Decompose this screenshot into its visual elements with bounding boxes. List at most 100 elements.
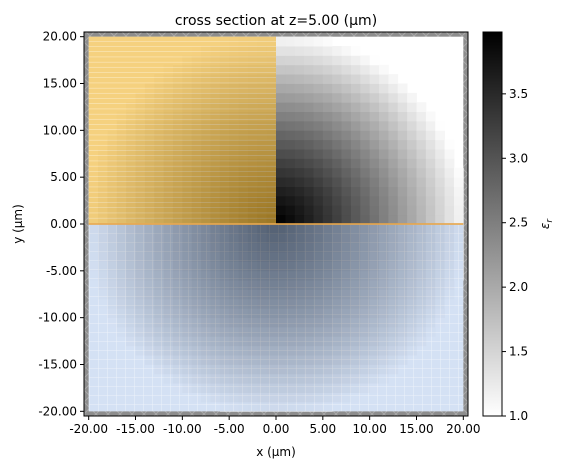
permittivity-cell <box>313 64 324 75</box>
x-tick-label: 10.00 <box>352 422 386 436</box>
permittivity-cell <box>332 177 342 187</box>
permittivity-cell <box>369 102 380 113</box>
permittivity-cell <box>332 102 342 113</box>
colorbar-label: εr <box>538 218 555 230</box>
permittivity-cell <box>332 149 342 159</box>
permittivity-cell <box>397 120 408 131</box>
permittivity-cell <box>444 149 455 159</box>
permittivity-cell <box>360 83 371 94</box>
permittivity-cell <box>350 46 361 56</box>
permittivity-cell <box>322 130 333 141</box>
permittivity-cell <box>304 74 314 84</box>
permittivity-cell <box>379 195 389 206</box>
permittivity-cell <box>322 55 333 66</box>
permittivity-cell <box>276 74 286 84</box>
permittivity-cell <box>313 83 324 94</box>
permittivity-cell <box>285 177 296 187</box>
permittivity-cell <box>285 195 296 206</box>
permittivity-cell <box>285 83 296 94</box>
permittivity-cell <box>285 214 296 225</box>
permittivity-cell <box>294 83 305 94</box>
permittivity-cell <box>379 74 389 84</box>
permittivity-cell <box>332 55 342 66</box>
permittivity-cell <box>416 167 427 178</box>
permittivity-cell <box>332 195 342 206</box>
permittivity-cell <box>341 205 352 216</box>
permittivity-cell <box>425 167 436 178</box>
permittivity-cell <box>360 74 371 84</box>
permittivity-cell <box>322 195 333 206</box>
permittivity-cell <box>379 102 389 113</box>
y-tick-label: 0.00 <box>50 217 77 231</box>
colorbar-tick-label: 3.5 <box>509 87 528 101</box>
permittivity-cell <box>444 167 455 178</box>
permittivity-cell <box>379 214 389 225</box>
permittivity-cell <box>360 64 371 75</box>
permittivity-cell <box>416 130 427 141</box>
permittivity-cell <box>276 120 286 131</box>
permittivity-cell <box>276 130 286 141</box>
y-tick-label: -5.00 <box>46 264 77 278</box>
colorbar-tick-label: 2.5 <box>509 216 528 230</box>
colorbar-tick-label: 1.5 <box>509 345 528 359</box>
permittivity-cell <box>397 139 408 150</box>
permittivity-cell <box>379 149 389 159</box>
permittivity-cell <box>407 158 417 169</box>
permittivity-cell <box>313 130 324 141</box>
permittivity-cell <box>313 120 324 131</box>
permittivity-cell <box>388 111 399 122</box>
x-tick-label: 0.00 <box>263 422 290 436</box>
permittivity-cell <box>407 92 417 103</box>
permittivity-cell <box>294 111 305 122</box>
permittivity-cell <box>304 195 314 206</box>
permittivity-cell <box>444 195 455 206</box>
permittivity-cell <box>397 186 408 197</box>
permittivity-cell <box>416 158 427 169</box>
permittivity-cell <box>322 158 333 169</box>
permittivity-cell <box>360 92 371 103</box>
colorbar-tick-label: 1.0 <box>509 409 528 423</box>
permittivity-cell <box>435 177 445 187</box>
permittivity-cell <box>369 74 380 84</box>
permittivity-cell <box>332 92 342 103</box>
permittivity-cell <box>285 130 296 141</box>
permittivity-cell <box>369 205 380 216</box>
permittivity-cell <box>407 167 417 178</box>
permittivity-cell <box>350 83 361 94</box>
permittivity-cell <box>350 102 361 113</box>
permittivity-cell <box>294 195 305 206</box>
colorbar-label-sub: r <box>545 218 555 223</box>
permittivity-cell <box>350 111 361 122</box>
permittivity-cell <box>360 55 371 66</box>
permittivity-cell <box>294 46 305 56</box>
permittivity-cell <box>388 120 399 131</box>
permittivity-cell <box>341 158 352 169</box>
permittivity-cell <box>322 214 333 225</box>
permittivity-cell <box>294 120 305 131</box>
permittivity-cell <box>322 205 333 216</box>
permittivity-cell <box>397 92 408 103</box>
permittivity-cell <box>453 177 464 187</box>
permittivity-cell <box>453 205 464 216</box>
permittivity-cell <box>388 167 399 178</box>
permittivity-cell <box>341 74 352 84</box>
permittivity-cell <box>313 92 324 103</box>
permittivity-cell <box>350 74 361 84</box>
permittivity-cell <box>397 167 408 178</box>
permittivity-cell <box>276 195 286 206</box>
permittivity-cell <box>332 74 342 84</box>
colorbar: 3.5 3.0 2.5 2.0 1.5 1.0 εr <box>482 31 555 423</box>
permittivity-cell <box>425 195 436 206</box>
permittivity-cell <box>304 214 314 225</box>
permittivity-cell <box>285 36 296 47</box>
permittivity-cell <box>435 158 445 169</box>
permittivity-cell <box>332 167 342 178</box>
permittivity-cell <box>313 149 324 159</box>
permittivity-cell <box>369 158 380 169</box>
permittivity-cell <box>379 167 389 178</box>
permittivity-cell <box>285 92 296 103</box>
permittivity-cell <box>379 64 389 75</box>
permittivity-cell <box>425 214 436 225</box>
permittivity-cell <box>332 214 342 225</box>
